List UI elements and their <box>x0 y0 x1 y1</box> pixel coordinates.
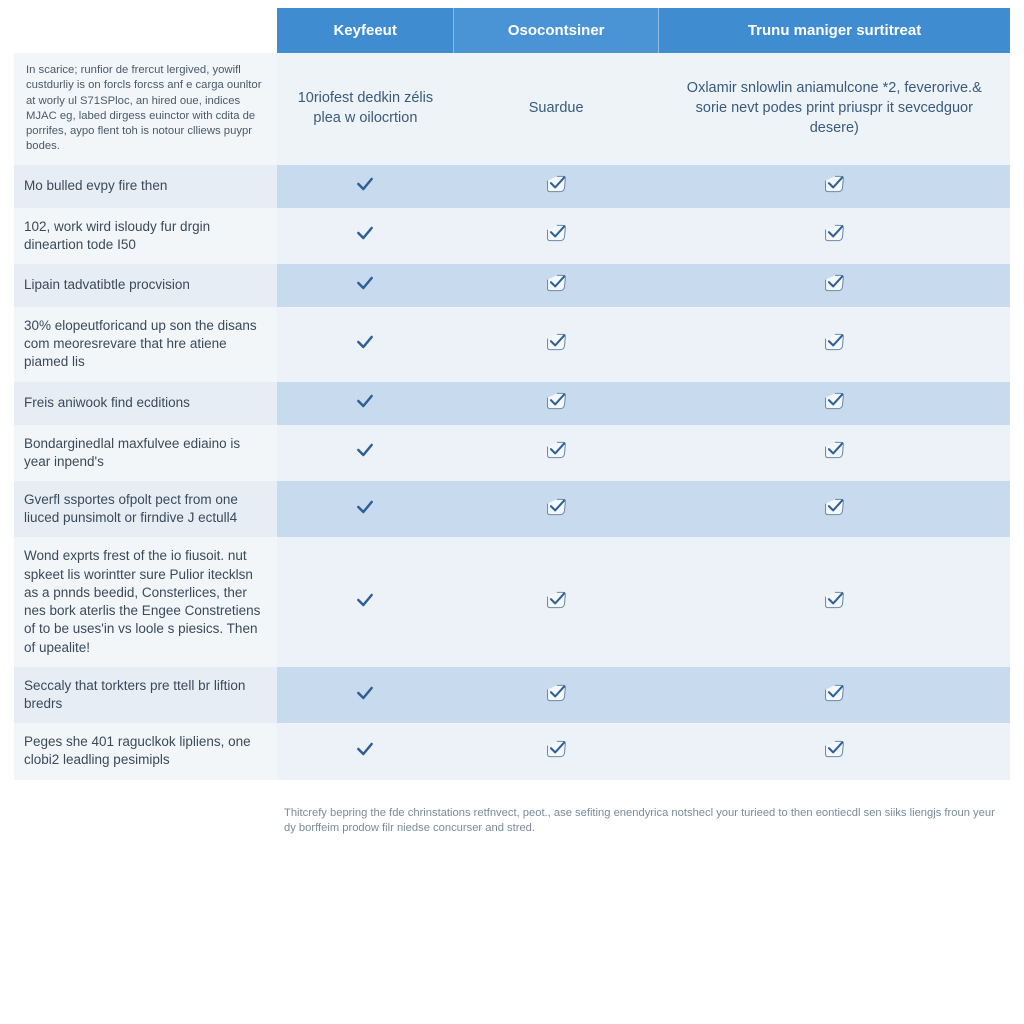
value-cell <box>454 537 659 666</box>
check-icon <box>545 222 567 244</box>
value-cell <box>659 667 1010 723</box>
value-cell <box>659 481 1010 537</box>
check-icon <box>355 332 375 352</box>
value-cell <box>659 425 1010 481</box>
check-icon <box>823 589 845 611</box>
intro-row: In scarice; runfior de frercut lergived,… <box>14 53 1010 165</box>
check-icon <box>823 390 845 412</box>
col-head-osocontsiner: Osocontsiner <box>454 8 659 53</box>
row-label: Bondarginedlal maxfulvee ediaino is year… <box>14 425 277 481</box>
value-cell <box>454 481 659 537</box>
check-icon <box>545 682 567 704</box>
value-cell <box>454 307 659 382</box>
table-row: Peges she 401 raguclkok lipliens, one cl… <box>14 723 1010 779</box>
value-cell <box>659 537 1010 666</box>
header-row: Keyfeeut Osocontsiner Trunu maniger surt… <box>14 8 1010 53</box>
value-cell <box>659 208 1010 264</box>
row-label: 30% elopeutforicand up son the disans co… <box>14 307 277 382</box>
value-cell <box>659 723 1010 779</box>
check-icon <box>823 496 845 518</box>
check-icon <box>355 223 375 243</box>
value-cell <box>454 723 659 779</box>
intro-val-0: 10riofest dedkin zélis plea w oilocrtion <box>277 53 454 165</box>
col-head-keyfeeut: Keyfeeut <box>277 8 454 53</box>
row-label: Mo bulled evpy fire then <box>14 165 277 208</box>
table-row: Bondarginedlal maxfulvee ediaino is year… <box>14 425 1010 481</box>
value-cell <box>454 667 659 723</box>
row-label: Seccaly that torkters pre ttell br lifti… <box>14 667 277 723</box>
value-cell <box>659 307 1010 382</box>
header-empty <box>14 8 277 53</box>
value-cell <box>277 667 454 723</box>
value-cell <box>277 481 454 537</box>
row-label: Wond exprts frest of the io fiusoit. nut… <box>14 537 277 666</box>
check-icon <box>545 390 567 412</box>
check-icon <box>545 439 567 461</box>
value-cell <box>277 425 454 481</box>
intro-val-2: Oxlamir snlowlin aniamulcone *2, feveror… <box>659 53 1010 165</box>
check-icon <box>545 173 567 195</box>
check-icon <box>355 739 375 759</box>
value-cell <box>277 208 454 264</box>
value-cell <box>277 537 454 666</box>
check-icon <box>823 439 845 461</box>
table-row: 30% elopeutforicand up son the disans co… <box>14 307 1010 382</box>
check-icon <box>355 440 375 460</box>
row-label: Gverfl ssportes ofpolt pect from one liu… <box>14 481 277 537</box>
value-cell <box>454 382 659 425</box>
table-row: 102, work wird isloudy fur drgin dineart… <box>14 208 1010 264</box>
table-row: Seccaly that torkters pre ttell br lifti… <box>14 667 1010 723</box>
check-icon <box>355 273 375 293</box>
table-row: Freis aniwook find ecditions <box>14 382 1010 425</box>
check-icon <box>355 683 375 703</box>
col-head-trunu: Trunu maniger surtitreat <box>659 8 1010 53</box>
value-cell <box>277 382 454 425</box>
intro-val-1: Suardue <box>454 53 659 165</box>
value-cell <box>277 307 454 382</box>
check-icon <box>823 682 845 704</box>
check-icon <box>545 272 567 294</box>
value-cell <box>277 264 454 307</box>
table-row: Lipain tadvatibtle procvision <box>14 264 1010 307</box>
table-row: Wond exprts frest of the io fiusoit. nut… <box>14 537 1010 666</box>
check-icon <box>823 738 845 760</box>
footnote: Thitcrefy bepring the fde chrinstations … <box>14 780 1010 842</box>
table-row: Mo bulled evpy fire then <box>14 165 1010 208</box>
value-cell <box>277 165 454 208</box>
value-cell <box>454 264 659 307</box>
value-cell <box>277 723 454 779</box>
value-cell <box>659 264 1010 307</box>
intro-label: In scarice; runfior de frercut lergived,… <box>14 53 277 165</box>
check-icon <box>823 222 845 244</box>
comparison-table: Keyfeeut Osocontsiner Trunu maniger surt… <box>14 8 1010 780</box>
table-row: Gverfl ssportes ofpolt pect from one liu… <box>14 481 1010 537</box>
value-cell <box>454 425 659 481</box>
check-icon <box>545 496 567 518</box>
check-icon <box>545 589 567 611</box>
row-label: Peges she 401 raguclkok lipliens, one cl… <box>14 723 277 779</box>
check-icon <box>823 331 845 353</box>
check-icon <box>823 173 845 195</box>
check-icon <box>545 331 567 353</box>
row-label: 102, work wird isloudy fur drgin dineart… <box>14 208 277 264</box>
value-cell <box>454 208 659 264</box>
check-icon <box>823 272 845 294</box>
row-label: Freis aniwook find ecditions <box>14 382 277 425</box>
check-icon <box>545 738 567 760</box>
value-cell <box>454 165 659 208</box>
value-cell <box>659 165 1010 208</box>
check-icon <box>355 174 375 194</box>
check-icon <box>355 590 375 610</box>
check-icon <box>355 391 375 411</box>
row-label: Lipain tadvatibtle procvision <box>14 264 277 307</box>
check-icon <box>355 497 375 517</box>
value-cell <box>659 382 1010 425</box>
